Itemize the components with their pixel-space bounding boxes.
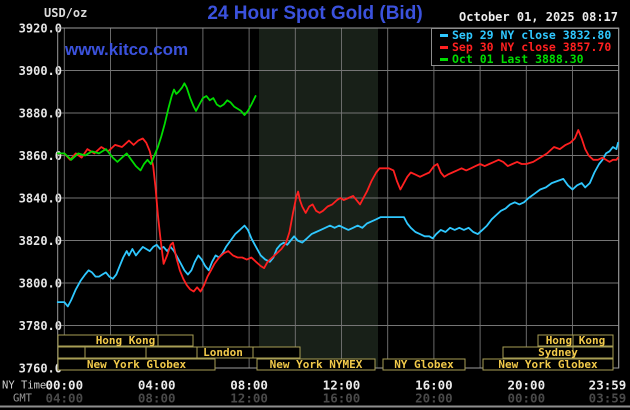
x-tick-ny: 23:59 [589,378,627,393]
bottom-divider-bar [0,405,630,408]
chart-legend: Sep 29 NY close 3832.80 Sep 30 NY close … [431,28,619,66]
legend-label-sep29: Sep 29 NY close 3832.80 [452,28,612,42]
legend-label-sep30: Sep 30 NY close 3857.70 [452,40,612,54]
x-tick-ny: 12:00 [323,378,361,393]
x-tick-ny: 20:00 [507,378,545,393]
session-box [482,358,614,371]
session-box [502,346,614,359]
x-tick-ny: 04:00 [138,378,176,393]
session-label: Hong Kong [546,334,606,347]
session-label: Hong Kong [96,334,156,347]
kitco-watermark-link[interactable]: www.kitco.com [65,40,189,59]
legend-label-oct01: Oct 01 Last 3888.30 [452,52,584,66]
x-tick-gmt: 04:00 [45,391,83,406]
x-tick-gmt: 08:00 [138,391,176,406]
y-tick-label: 3880.0 [19,107,62,121]
x-tick-ny: 16:00 [415,378,453,393]
session-box [145,346,301,359]
y-tick-label: 3900.0 [19,64,62,78]
session-label: London [203,346,243,359]
legend-item-sep29: Sep 29 NY close 3832.80 [432,29,618,41]
session-label: New York NYMEX [270,358,363,371]
session-label: New York Globex [87,358,187,371]
price-line-sep29 [56,141,619,308]
legend-item-sep30: Sep 30 NY close 3857.70 [432,41,618,53]
price-line-oct01 [56,82,257,172]
session-box [57,334,194,347]
y-tick-label: 3920.0 [19,22,62,36]
session-label: New York Globex [498,358,598,371]
oct01-line-swatch-icon [440,57,448,61]
sep29-line-swatch-icon [440,33,448,37]
session-box [57,346,147,359]
x-tick-gmt: 12:00 [230,391,268,406]
y-axis-unit-label: USD/oz [44,6,88,20]
session-box [537,334,614,347]
y-tick-label: 3860.0 [19,149,62,163]
sep30-line-swatch-icon [440,45,448,49]
y-tick-label: 3800.0 [19,277,62,291]
x-tick-ny: 00:00 [45,378,83,393]
x-axis-caption-ny-time: NY Time [2,380,46,392]
y-tick-label: 3840.0 [19,192,62,206]
x-tick-gmt: 20:00 [415,391,453,406]
session-label: NY Globex [394,358,454,371]
chart-datetime: October 01, 2025 08:17 [459,10,618,24]
session-label: Sydney [538,346,578,359]
legend-item-oct01: Oct 01 Last 3888.30 [432,53,618,65]
price-line-sep30 [56,129,619,293]
session-box [382,358,466,371]
y-tick-label: 3780.0 [19,319,62,333]
x-tick-gmt: 00:00 [507,391,545,406]
x-axis-caption-gmt: GMT [13,393,33,405]
session-box [256,358,376,371]
x-tick-gmt: 16:00 [323,391,361,406]
x-tick-gmt: 03:59 [589,391,627,406]
y-tick-label: 3820.0 [19,234,62,248]
x-tick-ny: 08:00 [230,378,268,393]
session-box [57,358,216,371]
page-title: 24 Hour Spot Gold (Bid) [207,3,423,24]
y-tick-label: 3760.0 [19,362,62,376]
